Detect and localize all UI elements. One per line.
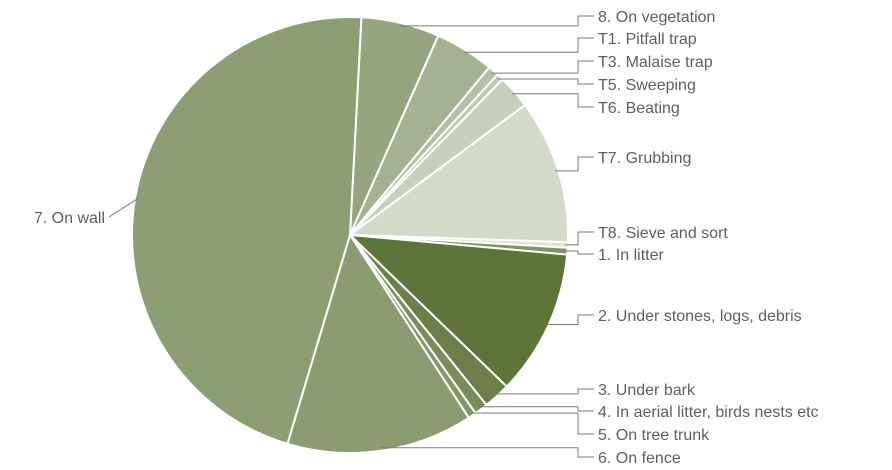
pie-slice: [347, 233, 569, 388]
slice-label: 5. On tree trunk: [598, 427, 710, 444]
leader-line: [400, 15, 594, 27]
slice-label: T7. Grubbing: [598, 150, 691, 167]
slice-label: 2. Under stones, logs, debris: [598, 308, 802, 325]
slice-labels: 8. On vegetation T1. Pitfall trap T3. Mala…: [34, 9, 819, 467]
slice-label: 3. Under bark: [598, 382, 696, 399]
pie-slice: [347, 103, 569, 244]
leader-line: [564, 231, 594, 246]
slice-label: 6. On fence: [598, 450, 681, 467]
slice-label: T5. Sweeping: [598, 77, 696, 94]
slice-label: 7. On wall: [34, 210, 105, 227]
slice-label: T3. Malaise trap: [598, 54, 713, 71]
leader-line: [555, 156, 594, 172]
slice-label: T1. Pitfall trap: [598, 31, 697, 48]
slice-label: 1. In litter: [598, 247, 664, 264]
pie-slice: [130, 16, 363, 446]
leader-line: [494, 388, 594, 395]
slice-label: 8. On vegetation: [598, 9, 715, 26]
leader-line: [491, 60, 594, 74]
leader-line: [479, 406, 594, 412]
leader-line: [545, 314, 594, 325]
slice-label: 4. In aerial litter, birds nests etc: [598, 404, 819, 421]
leader-line: [564, 250, 594, 255]
leader-line: [512, 93, 594, 108]
leader-line: [380, 447, 594, 458]
leader-lines: [108, 15, 594, 458]
pie-slice: [286, 232, 471, 454]
leader-line: [108, 197, 139, 218]
leader-line: [463, 37, 594, 53]
leader-line: [470, 412, 594, 435]
slice-label: T6. Beating: [598, 100, 680, 117]
leader-line: [498, 78, 594, 85]
pie-slices: [130, 16, 569, 454]
slice-label: T8. Sieve and sort: [598, 225, 728, 242]
